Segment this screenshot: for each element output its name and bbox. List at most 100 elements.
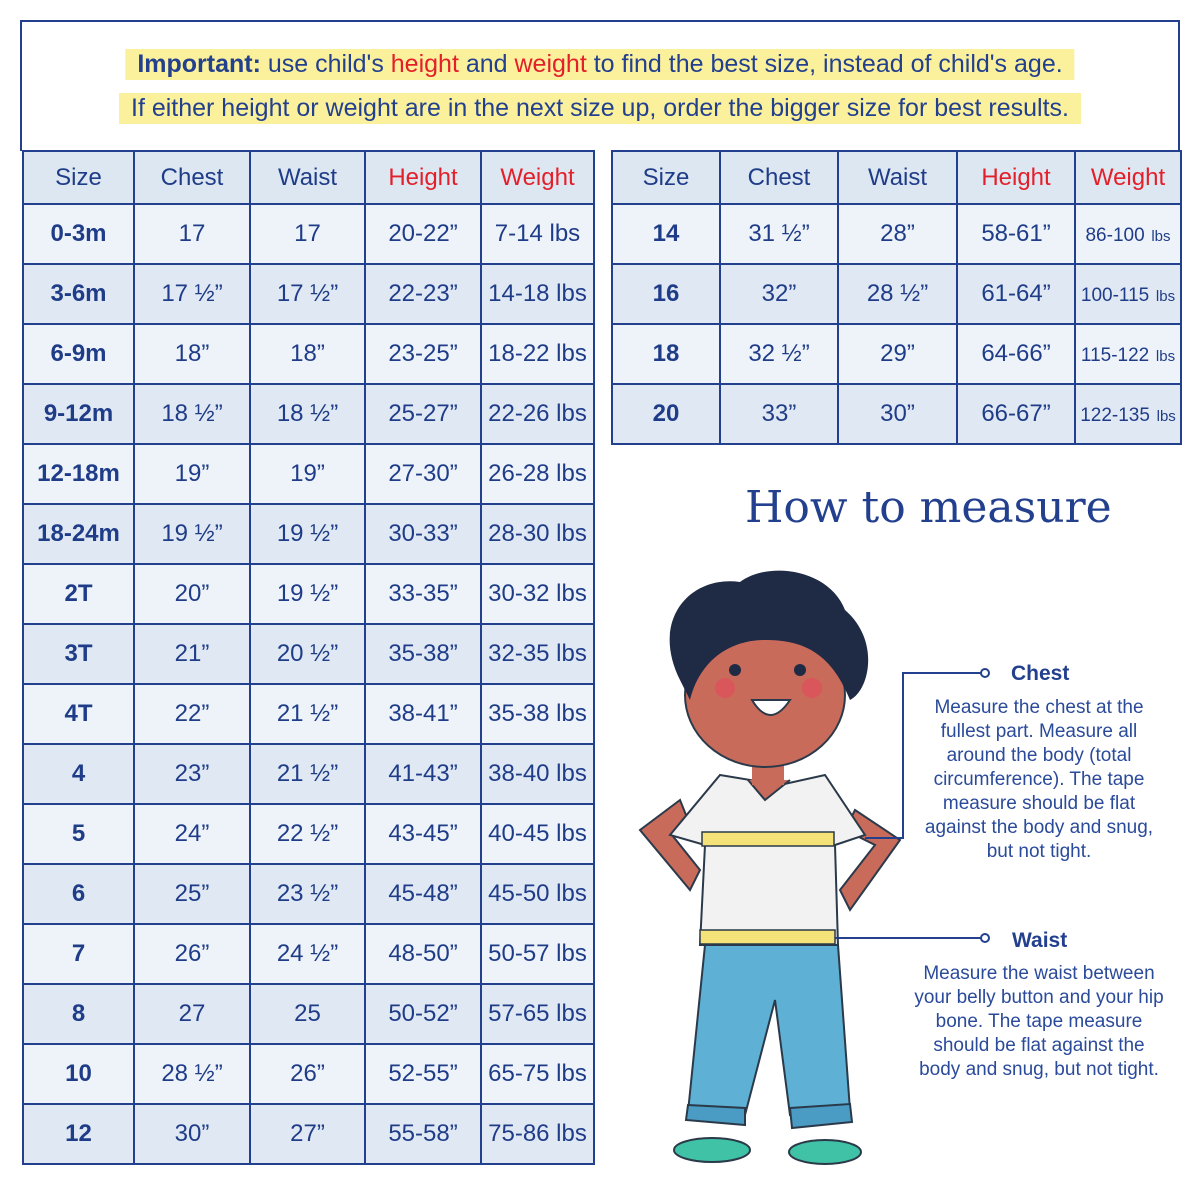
table-row: 7 26” 24 ½” 48-50” 50-57 lbs bbox=[22, 923, 595, 985]
cell-height: 52-55” bbox=[364, 1043, 482, 1105]
cell-height: 25-27” bbox=[364, 383, 482, 445]
cell-chest: 31 ½” bbox=[719, 203, 839, 265]
notice-text: use child's bbox=[260, 50, 391, 78]
cell-height: 27-30” bbox=[364, 443, 482, 505]
cell-height: 35-38” bbox=[364, 623, 482, 685]
cell-size: 10 bbox=[22, 1043, 135, 1105]
cell-weight: 86-100 lbs bbox=[1074, 203, 1182, 265]
column-header-chest: Chest bbox=[719, 150, 839, 205]
table-row: 18 32 ½” 29” 64-66” 115-122 lbs bbox=[611, 323, 1182, 385]
cell-chest: 17 bbox=[133, 203, 251, 265]
cell-height: 55-58” bbox=[364, 1103, 482, 1165]
table-row: 16 32” 28 ½” 61-64” 100-115 lbs bbox=[611, 263, 1182, 325]
cell-height: 30-33” bbox=[364, 503, 482, 565]
cell-weight: 30-32 lbs bbox=[480, 563, 595, 625]
notice-line-2: If either height or weight are in the ne… bbox=[118, 93, 1082, 124]
table-row: 10 28 ½” 26” 52-55” 65-75 lbs bbox=[22, 1043, 595, 1105]
cell-weight: 100-115 lbs bbox=[1074, 263, 1182, 325]
table-row: 2T 20” 19 ½” 33-35” 30-32 lbs bbox=[22, 563, 595, 625]
cell-height: 43-45” bbox=[364, 803, 482, 865]
notice-bold: Important: bbox=[137, 50, 261, 78]
notice-line-1: Important: use child's height and weight… bbox=[125, 49, 1075, 80]
cell-weight: 122-135 lbs bbox=[1074, 383, 1182, 445]
cell-chest: 19 ½” bbox=[133, 503, 251, 565]
table-row: 6 25” 23 ½” 45-48” 45-50 lbs bbox=[22, 863, 595, 925]
cell-chest: 18 ½” bbox=[133, 383, 251, 445]
table-row: 20 33” 30” 66-67” 122-135 lbs bbox=[611, 383, 1182, 445]
cell-chest: 27 bbox=[133, 983, 251, 1045]
cell-size: 6 bbox=[22, 863, 135, 925]
weight-unit: lbs bbox=[1155, 348, 1176, 365]
cell-waist: 27” bbox=[249, 1103, 366, 1165]
cell-size: 18 bbox=[611, 323, 721, 385]
cell-size: 12 bbox=[22, 1103, 135, 1165]
cell-waist: 25 bbox=[249, 983, 366, 1045]
cell-weight: 22-26 lbs bbox=[480, 383, 595, 445]
cell-size: 9-12m bbox=[22, 383, 135, 445]
waist-heading: Waist bbox=[1012, 929, 1068, 952]
cell-weight: 7-14 lbs bbox=[480, 203, 595, 265]
notice-weight: weight bbox=[514, 50, 587, 78]
cell-waist: 18 ½” bbox=[249, 383, 366, 445]
cell-waist: 19” bbox=[249, 443, 366, 505]
cell-weight: 18-22 lbs bbox=[480, 323, 595, 385]
cell-weight: 65-75 lbs bbox=[480, 1043, 595, 1105]
chest-heading: Chest bbox=[1011, 662, 1070, 685]
child-illustration bbox=[638, 570, 990, 1165]
column-header-waist: Waist bbox=[249, 150, 366, 205]
cell-height: 22-23” bbox=[364, 263, 482, 325]
cell-weight: 26-28 lbs bbox=[480, 443, 595, 505]
cell-weight: 45-50 lbs bbox=[480, 863, 595, 925]
cell-weight: 38-40 lbs bbox=[480, 743, 595, 805]
table-row: 4T 22” 21 ½” 38-41” 35-38 lbs bbox=[22, 683, 595, 745]
cell-size: 4 bbox=[22, 743, 135, 805]
size-table-left: Size Chest Waist Height Weight 0-3m 17 17 20-22”… bbox=[22, 150, 595, 1165]
cell-height: 45-48” bbox=[364, 863, 482, 925]
cell-height: 48-50” bbox=[364, 923, 482, 985]
column-header-height: Height bbox=[364, 150, 482, 205]
cell-size: 3-6m bbox=[22, 263, 135, 325]
size-table-right: Size Chest Waist Height Weight 14 31 ½” 28” 58-6… bbox=[611, 150, 1182, 445]
cell-height: 33-35” bbox=[364, 563, 482, 625]
cell-chest: 32 ½” bbox=[719, 323, 839, 385]
cell-chest: 20” bbox=[133, 563, 251, 625]
cell-height: 38-41” bbox=[364, 683, 482, 745]
cell-waist: 30” bbox=[837, 383, 958, 445]
cell-waist: 21 ½” bbox=[249, 683, 366, 745]
cell-height: 64-66” bbox=[956, 323, 1076, 385]
cell-waist: 28 ½” bbox=[837, 263, 958, 325]
cell-waist: 19 ½” bbox=[249, 503, 366, 565]
cell-chest: 25” bbox=[133, 863, 251, 925]
cell-size: 5 bbox=[22, 803, 135, 865]
cell-waist: 28” bbox=[837, 203, 958, 265]
cell-height: 58-61” bbox=[956, 203, 1076, 265]
cell-height: 20-22” bbox=[364, 203, 482, 265]
cell-chest: 28 ½” bbox=[133, 1043, 251, 1105]
cell-chest: 19” bbox=[133, 443, 251, 505]
weight-value: 115-122 bbox=[1080, 345, 1150, 366]
cell-weight: 75-86 lbs bbox=[480, 1103, 595, 1165]
cell-size: 14 bbox=[611, 203, 721, 265]
weight-unit: lbs bbox=[1156, 408, 1176, 425]
table-row: 12-18m 19” 19” 27-30” 26-28 lbs bbox=[22, 443, 595, 505]
cell-waist: 18” bbox=[249, 323, 366, 385]
cell-chest: 32” bbox=[719, 263, 839, 325]
cell-size: 0-3m bbox=[22, 203, 135, 265]
table-row: 6-9m 18” 18” 23-25” 18-22 lbs bbox=[22, 323, 595, 385]
column-header-height: Height bbox=[956, 150, 1076, 205]
cell-chest: 24” bbox=[133, 803, 251, 865]
cell-size: 4T bbox=[22, 683, 135, 745]
cell-waist: 23 ½” bbox=[249, 863, 366, 925]
cell-size: 2T bbox=[22, 563, 135, 625]
weight-unit: lbs bbox=[1151, 228, 1171, 245]
cell-chest: 21” bbox=[133, 623, 251, 685]
table-row: 18-24m 19 ½” 19 ½” 30-33” 28-30 lbs bbox=[22, 503, 595, 565]
weight-unit: lbs bbox=[1155, 288, 1176, 305]
table-row: 4 23” 21 ½” 41-43” 38-40 lbs bbox=[22, 743, 595, 805]
table-row: 14 31 ½” 28” 58-61” 86-100 lbs bbox=[611, 203, 1182, 265]
cell-waist: 20 ½” bbox=[249, 623, 366, 685]
cell-waist: 26” bbox=[249, 1043, 366, 1105]
cell-chest: 17 ½” bbox=[133, 263, 251, 325]
cell-size: 6-9m bbox=[22, 323, 135, 385]
cell-waist: 17 bbox=[249, 203, 366, 265]
